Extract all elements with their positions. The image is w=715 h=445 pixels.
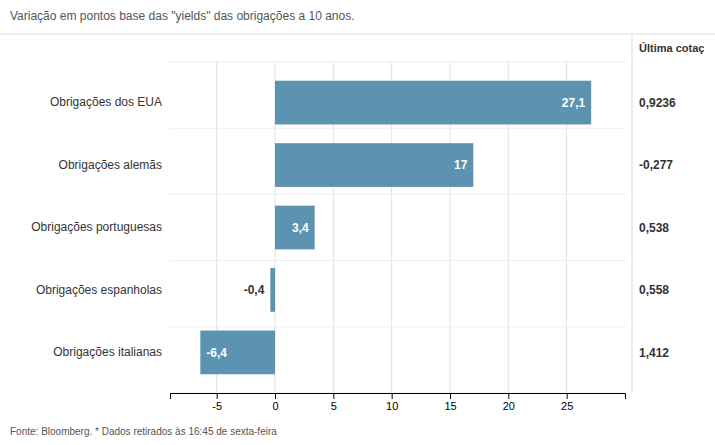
x-tick-mark xyxy=(217,393,218,399)
y-tick: Obrigações espanholas xyxy=(36,283,170,297)
data-label: 17 xyxy=(454,158,468,172)
x-tick-mark xyxy=(567,393,568,399)
category-label: Obrigações italianas xyxy=(53,345,162,359)
column-value: 0,9236 xyxy=(639,96,676,110)
plot: -50510152025Obrigações dos EUAObrigações… xyxy=(31,62,625,412)
x-tick-label: 5 xyxy=(331,400,337,412)
row-separator xyxy=(170,260,625,261)
category-label: Obrigações dos EUA xyxy=(50,95,162,109)
column-value: 1,412 xyxy=(639,346,669,360)
subtitle: Variação em pontos base das "yields" das… xyxy=(10,9,355,23)
x-tick: 20 xyxy=(503,393,515,412)
y-tick: Obrigações italianas xyxy=(53,345,170,359)
x-tick-mark xyxy=(450,393,451,399)
data-label: 27,1 xyxy=(562,96,586,110)
y-tick: Obrigações portuguesas xyxy=(31,220,170,234)
x-tick-mark xyxy=(392,393,393,399)
bars xyxy=(200,81,591,375)
bar xyxy=(275,206,315,250)
footer: Fonte: Bloomberg. * Dados retirados às 1… xyxy=(10,426,277,437)
bar xyxy=(275,143,473,187)
data-label: -6,4 xyxy=(206,346,227,360)
row-separator xyxy=(170,62,625,63)
x-tick-label: 15 xyxy=(444,400,456,412)
y-tick: Obrigações alemãs xyxy=(59,158,170,172)
row-separator xyxy=(170,194,625,195)
x-tick: -5 xyxy=(212,393,222,412)
x-tick-mark xyxy=(275,393,276,399)
y-axis: Obrigações dos EUA Obrigações alemãs Obrig… xyxy=(31,95,170,359)
x-tick-label: 0 xyxy=(272,400,278,412)
x-tick-label: 20 xyxy=(503,400,515,412)
x-tick: 0 xyxy=(272,393,278,412)
x-tick: 25 xyxy=(561,393,573,412)
category-label: Obrigações portuguesas xyxy=(31,220,162,234)
column-title: Última cotaç xyxy=(639,42,704,54)
x-tick: 5 xyxy=(331,393,337,412)
data-labels: 27,1 17 3,4 -0,4 -6,4 xyxy=(206,96,585,360)
data-label: -0,4 xyxy=(244,283,265,297)
row-separators xyxy=(170,62,625,393)
category-label: Obrigações espanholas xyxy=(36,283,162,297)
x-tick-label: 25 xyxy=(561,400,573,412)
x-tick-mark xyxy=(508,393,509,399)
x-tick-label: 10 xyxy=(386,400,398,412)
x-tick: 15 xyxy=(444,393,456,412)
x-axis: -5 0 5 10 15 20 25 xyxy=(171,393,626,412)
column-value: 0,558 xyxy=(639,283,669,297)
bar xyxy=(270,268,275,312)
column-value: 0,538 xyxy=(639,221,669,235)
x-tick-label: -5 xyxy=(212,400,222,412)
data-label: 3,4 xyxy=(292,221,309,235)
chart: Variação em pontos base das "yields" das… xyxy=(0,0,715,445)
bar xyxy=(275,81,591,125)
row-separator xyxy=(170,326,625,327)
bar xyxy=(200,331,275,375)
x-axis-line xyxy=(171,394,626,400)
column-separator xyxy=(632,34,633,393)
x-tick: 10 xyxy=(386,393,398,412)
category-label: Obrigações alemãs xyxy=(59,158,162,172)
row-separator xyxy=(170,128,625,129)
subtitle-rule xyxy=(0,34,715,35)
x-tick-mark xyxy=(333,393,334,399)
column-value: -0,277 xyxy=(639,158,673,172)
y-tick: Obrigações dos EUA xyxy=(50,95,170,109)
